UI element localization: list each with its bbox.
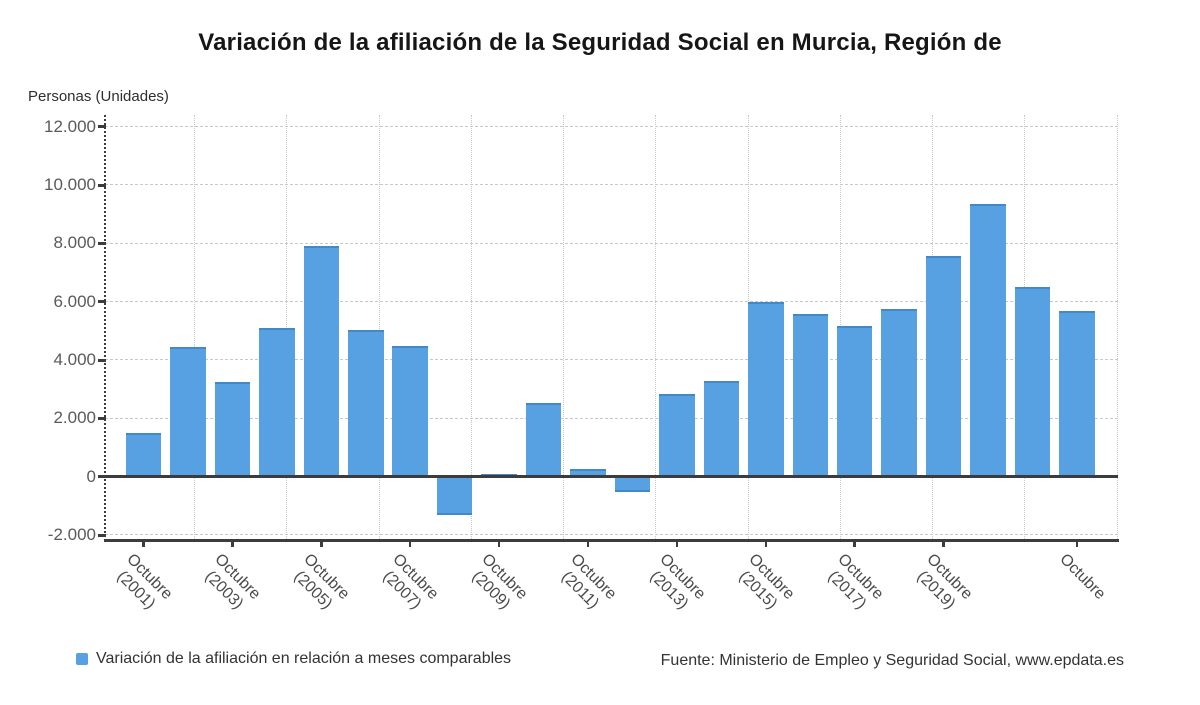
bar [792,314,828,477]
x-axis-baseline [103,539,1119,542]
bar [170,346,206,477]
x-tick-label: Octubre [1056,550,1110,604]
gridline-horizontal [104,300,1118,302]
gridline-vertical [563,115,564,539]
x-tick-mark [853,541,856,548]
y-tick-mark [98,358,106,362]
x-tick-mark [1075,541,1079,548]
y-tick-mark [98,125,106,129]
x-tick-mark [942,541,945,548]
legend-swatch-icon [76,653,88,665]
bar [214,381,251,477]
bar [525,403,562,477]
x-tick-label: Octubre (2011) [553,550,620,617]
bar [881,309,917,477]
bar [481,473,517,477]
gridline-vertical [378,115,380,539]
gridline-horizontal [104,417,1118,419]
bar [836,325,873,477]
bar [125,432,162,477]
x-tick-mark [497,541,501,548]
gridline-vertical [470,115,472,539]
y-tick-label: 2.000 [53,408,96,428]
legend-label: Variación de la afiliación en relación a… [96,650,512,667]
y-tick-label: 12.000 [44,116,96,136]
bar [1059,311,1095,477]
gridline-horizontal [104,359,1118,361]
y-axis-title: Personas (Unidades) [28,88,169,105]
y-tick-mark [98,416,106,420]
bar [436,476,473,515]
bar [703,380,740,477]
source-text: Fuente: Ministerio de Empleo y Seguridad… [660,652,1124,669]
x-tick-mark [408,541,412,548]
gridline-vertical [286,115,288,539]
gridline-horizontal [104,242,1118,244]
bar [570,469,606,477]
gridline-horizontal [104,125,1118,127]
x-tick-mark [142,541,145,548]
gridline-horizontal [104,534,1118,536]
bar [748,302,784,477]
y-tick-label: -2.000 [47,525,96,545]
y-tick-mark [98,183,106,187]
x-tick-label: Octubre (2005) [286,550,353,617]
bar [303,246,340,477]
x-tick-label: Octubre (2017) [820,550,887,617]
y-tick-mark [98,533,106,537]
bar [970,204,1006,477]
x-tick-mark [764,541,768,548]
legend-item[interactable]: Variación de la afiliación en relación a… [76,650,511,668]
x-tick-mark [675,541,679,548]
y-tick-label: 8.000 [53,233,96,253]
x-tick-label: Octubre (2013) [642,550,709,617]
x-tick-mark [231,541,234,548]
zero-line [104,475,1118,478]
y-tick-mark [98,475,106,479]
x-tick-label: Octubre (2009) [464,550,531,617]
x-tick-label: Octubre (2019) [909,550,976,617]
bar [259,328,295,477]
x-tick-label: Octubre (2001) [109,550,176,617]
gridline-horizontal [104,184,1118,186]
y-tick-mark [98,300,106,304]
bar [392,346,428,477]
gridline-vertical [194,115,195,539]
x-tick-label: Octubre (2015) [731,550,798,617]
x-tick-mark [320,541,323,548]
bar [659,393,695,477]
y-tick-label: 6.000 [53,291,96,311]
gridline-vertical [655,115,657,539]
chart-title: Variación de la afiliación de la Segurid… [198,29,1002,56]
y-tick-label: 10.000 [44,175,96,195]
y-tick-mark [98,241,106,245]
bar [925,255,962,477]
gridline-vertical [1116,115,1118,539]
y-tick-label: 4.000 [53,350,96,370]
y-tick-label: 0 [86,466,96,486]
x-tick-label: Octubre (2007) [375,550,442,617]
x-tick-mark [586,541,590,548]
gridline-vertical [747,115,749,539]
bar [1014,286,1051,477]
bar [614,476,651,492]
y-axis-line [103,115,106,541]
bar [348,330,384,477]
x-tick-label-month: Octubre [1056,550,1109,603]
x-tick-label: Octubre (2003) [198,550,265,617]
